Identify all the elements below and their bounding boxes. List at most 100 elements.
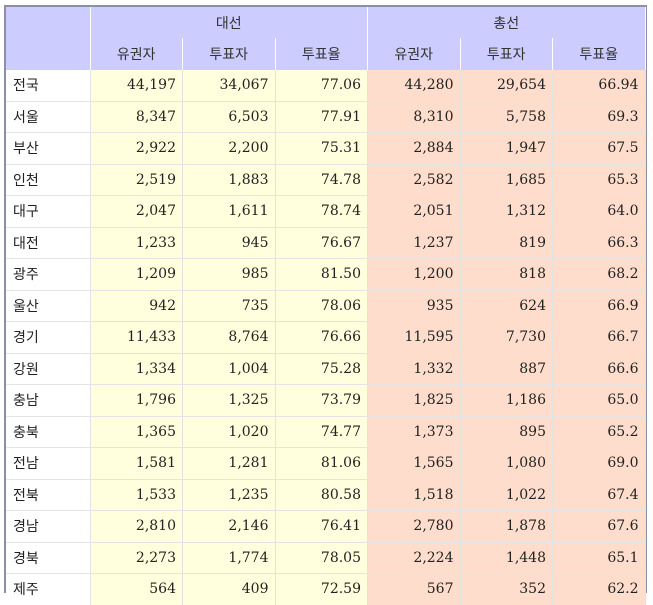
general-turnout-count-cell: 1,685 — [460, 164, 553, 196]
general-turnout-rate-cell: 68.2 — [552, 258, 646, 291]
general-voters-cell: 1,237 — [367, 227, 461, 259]
presidential-turnout-rate-cell: 74.77 — [275, 416, 368, 448]
general-voters-cell: 2,780 — [367, 510, 461, 543]
general-voters-cell: 2,051 — [367, 195, 461, 228]
presidential-turnout-rate-cell: 72.59 — [275, 573, 368, 605]
general-turnout-rate-cell: 67.6 — [552, 510, 646, 543]
table-row: 인천 2,519 1,883 74.78 2,582 1,685 65.3 — [6, 164, 646, 196]
presidential-turnout-rate-cell: 75.31 — [275, 132, 368, 165]
presidential-voters-cell: 8,347 — [90, 101, 183, 133]
region-cell: 충남 — [6, 384, 91, 417]
general-voters-cell: 1,373 — [367, 416, 461, 448]
presidential-voters-cell: 1,581 — [90, 447, 183, 480]
presidential-voters-cell: 1,233 — [90, 227, 183, 259]
general-voters-cell: 1,825 — [367, 384, 461, 417]
presidential-turnout-rate-cell: 76.41 — [275, 510, 368, 543]
general-turnout-count-cell: 895 — [460, 416, 553, 448]
table-row: 부산 2,922 2,200 75.31 2,884 1,947 67.5 — [6, 132, 646, 165]
general-turnout-rate-cell: 65.3 — [552, 164, 646, 196]
general-turnout-rate-cell: 66.7 — [552, 321, 646, 354]
table-row: 울산 942 735 78.06 935 624 66.9 — [6, 290, 646, 322]
general-turnout-rate-cell: 65.2 — [552, 416, 646, 448]
region-cell: 충북 — [6, 416, 91, 448]
table-row: 대전 1,233 945 76.67 1,237 819 66.3 — [6, 227, 646, 259]
presidential-turnout-count-cell: 2,146 — [182, 510, 276, 543]
general-turnout-rate-cell: 66.3 — [552, 227, 646, 259]
presidential-turnout-count-cell: 1,235 — [182, 479, 276, 511]
general-voters-cell: 2,884 — [367, 132, 461, 165]
presidential-turnout-count-cell: 1,883 — [182, 164, 276, 196]
general-voters-cell: 1,200 — [367, 258, 461, 291]
presidential-voters-cell: 564 — [90, 573, 183, 605]
general-turnout-count-cell: 818 — [460, 258, 553, 291]
table-row: 제주 564 409 72.59 567 352 62.2 — [6, 573, 646, 605]
table-row: 경남 2,810 2,146 76.41 2,780 1,878 67.6 — [6, 510, 646, 543]
table-row: 전국 44,197 34,067 77.06 44,280 29,654 66.94 — [6, 70, 646, 102]
region-cell: 대전 — [6, 227, 91, 259]
presidential-voters-cell: 942 — [90, 290, 183, 322]
general-turnout-rate-cell: 65.1 — [552, 542, 646, 574]
general-turnout-rate-cell: 66.94 — [552, 70, 646, 102]
table-frame: 대선 총선 유권자 투표자 투표율 유권자 투표자 투표율 전국 44,197 34… — [4, 5, 647, 605]
column-header: 투표율 — [552, 38, 646, 70]
presidential-voters-cell: 1,334 — [90, 353, 183, 385]
general-voters-cell: 1,565 — [367, 447, 461, 480]
presidential-turnout-rate-cell: 78.74 — [275, 195, 368, 228]
presidential-turnout-rate-cell: 74.78 — [275, 164, 368, 196]
presidential-voters-cell: 2,810 — [90, 510, 183, 543]
table-row: 충남 1,796 1,325 73.79 1,825 1,186 65.0 — [6, 384, 646, 417]
general-turnout-count-cell: 1,312 — [460, 195, 553, 228]
region-cell: 대구 — [6, 195, 91, 228]
general-turnout-count-cell: 624 — [460, 290, 553, 322]
general-turnout-count-cell: 7,730 — [460, 321, 553, 354]
region-cell: 전남 — [6, 447, 91, 480]
general-turnout-count-cell: 1,080 — [460, 447, 553, 480]
column-header: 유권자 — [367, 38, 461, 70]
general-voters-cell: 1,518 — [367, 479, 461, 511]
general-turnout-rate-cell: 66.9 — [552, 290, 646, 322]
presidential-voters-cell: 44,197 — [90, 70, 183, 102]
general-turnout-rate-cell: 64.0 — [552, 195, 646, 228]
presidential-turnout-count-cell: 34,067 — [182, 70, 276, 102]
general-turnout-count-cell: 5,758 — [460, 101, 553, 133]
presidential-turnout-count-cell: 8,764 — [182, 321, 276, 354]
presidential-turnout-count-cell: 1,774 — [182, 542, 276, 574]
region-cell: 제주 — [6, 573, 91, 605]
presidential-turnout-rate-cell: 80.58 — [275, 479, 368, 511]
general-turnout-count-cell: 1,448 — [460, 542, 553, 574]
table-row: 강원 1,334 1,004 75.28 1,332 887 66.6 — [6, 353, 646, 385]
sub-header-row: 유권자 투표자 투표율 유권자 투표자 투표율 — [6, 38, 646, 70]
presidential-voters-cell: 1,533 — [90, 479, 183, 511]
group-header-presidential: 대선 — [90, 7, 368, 38]
region-cell: 울산 — [6, 290, 91, 322]
presidential-turnout-rate-cell: 76.67 — [275, 227, 368, 259]
presidential-voters-cell: 2,519 — [90, 164, 183, 196]
region-cell: 인천 — [6, 164, 91, 196]
region-cell: 광주 — [6, 258, 91, 291]
region-cell: 부산 — [6, 132, 91, 165]
table-row: 전북 1,533 1,235 80.58 1,518 1,022 67.4 — [6, 479, 646, 511]
presidential-turnout-count-cell: 1,325 — [182, 384, 276, 417]
region-cell: 전국 — [6, 70, 91, 102]
presidential-turnout-count-cell: 1,611 — [182, 195, 276, 228]
presidential-turnout-rate-cell: 73.79 — [275, 384, 368, 417]
general-turnout-rate-cell: 67.4 — [552, 479, 646, 511]
presidential-voters-cell: 2,047 — [90, 195, 183, 228]
presidential-turnout-count-cell: 409 — [182, 573, 276, 605]
table-row: 경기 11,433 8,764 76.66 11,595 7,730 66.7 — [6, 321, 646, 354]
table-body: 전국 44,197 34,067 77.06 44,280 29,654 66.94 서울 8,… — [6, 70, 646, 605]
presidential-turnout-rate-cell: 81.06 — [275, 447, 368, 480]
table-row: 충북 1,365 1,020 74.77 1,373 895 65.2 — [6, 416, 646, 448]
column-header: 투표자 — [460, 38, 553, 70]
general-turnout-rate-cell: 67.5 — [552, 132, 646, 165]
presidential-voters-cell: 1,365 — [90, 416, 183, 448]
general-voters-cell: 935 — [367, 290, 461, 322]
general-turnout-rate-cell: 69.3 — [552, 101, 646, 133]
presidential-turnout-count-cell: 1,020 — [182, 416, 276, 448]
general-voters-cell: 44,280 — [367, 70, 461, 102]
general-turnout-count-cell: 29,654 — [460, 70, 553, 102]
presidential-voters-cell: 2,922 — [90, 132, 183, 165]
general-turnout-count-cell: 1,878 — [460, 510, 553, 543]
presidential-turnout-rate-cell: 78.06 — [275, 290, 368, 322]
region-cell: 경남 — [6, 510, 91, 543]
